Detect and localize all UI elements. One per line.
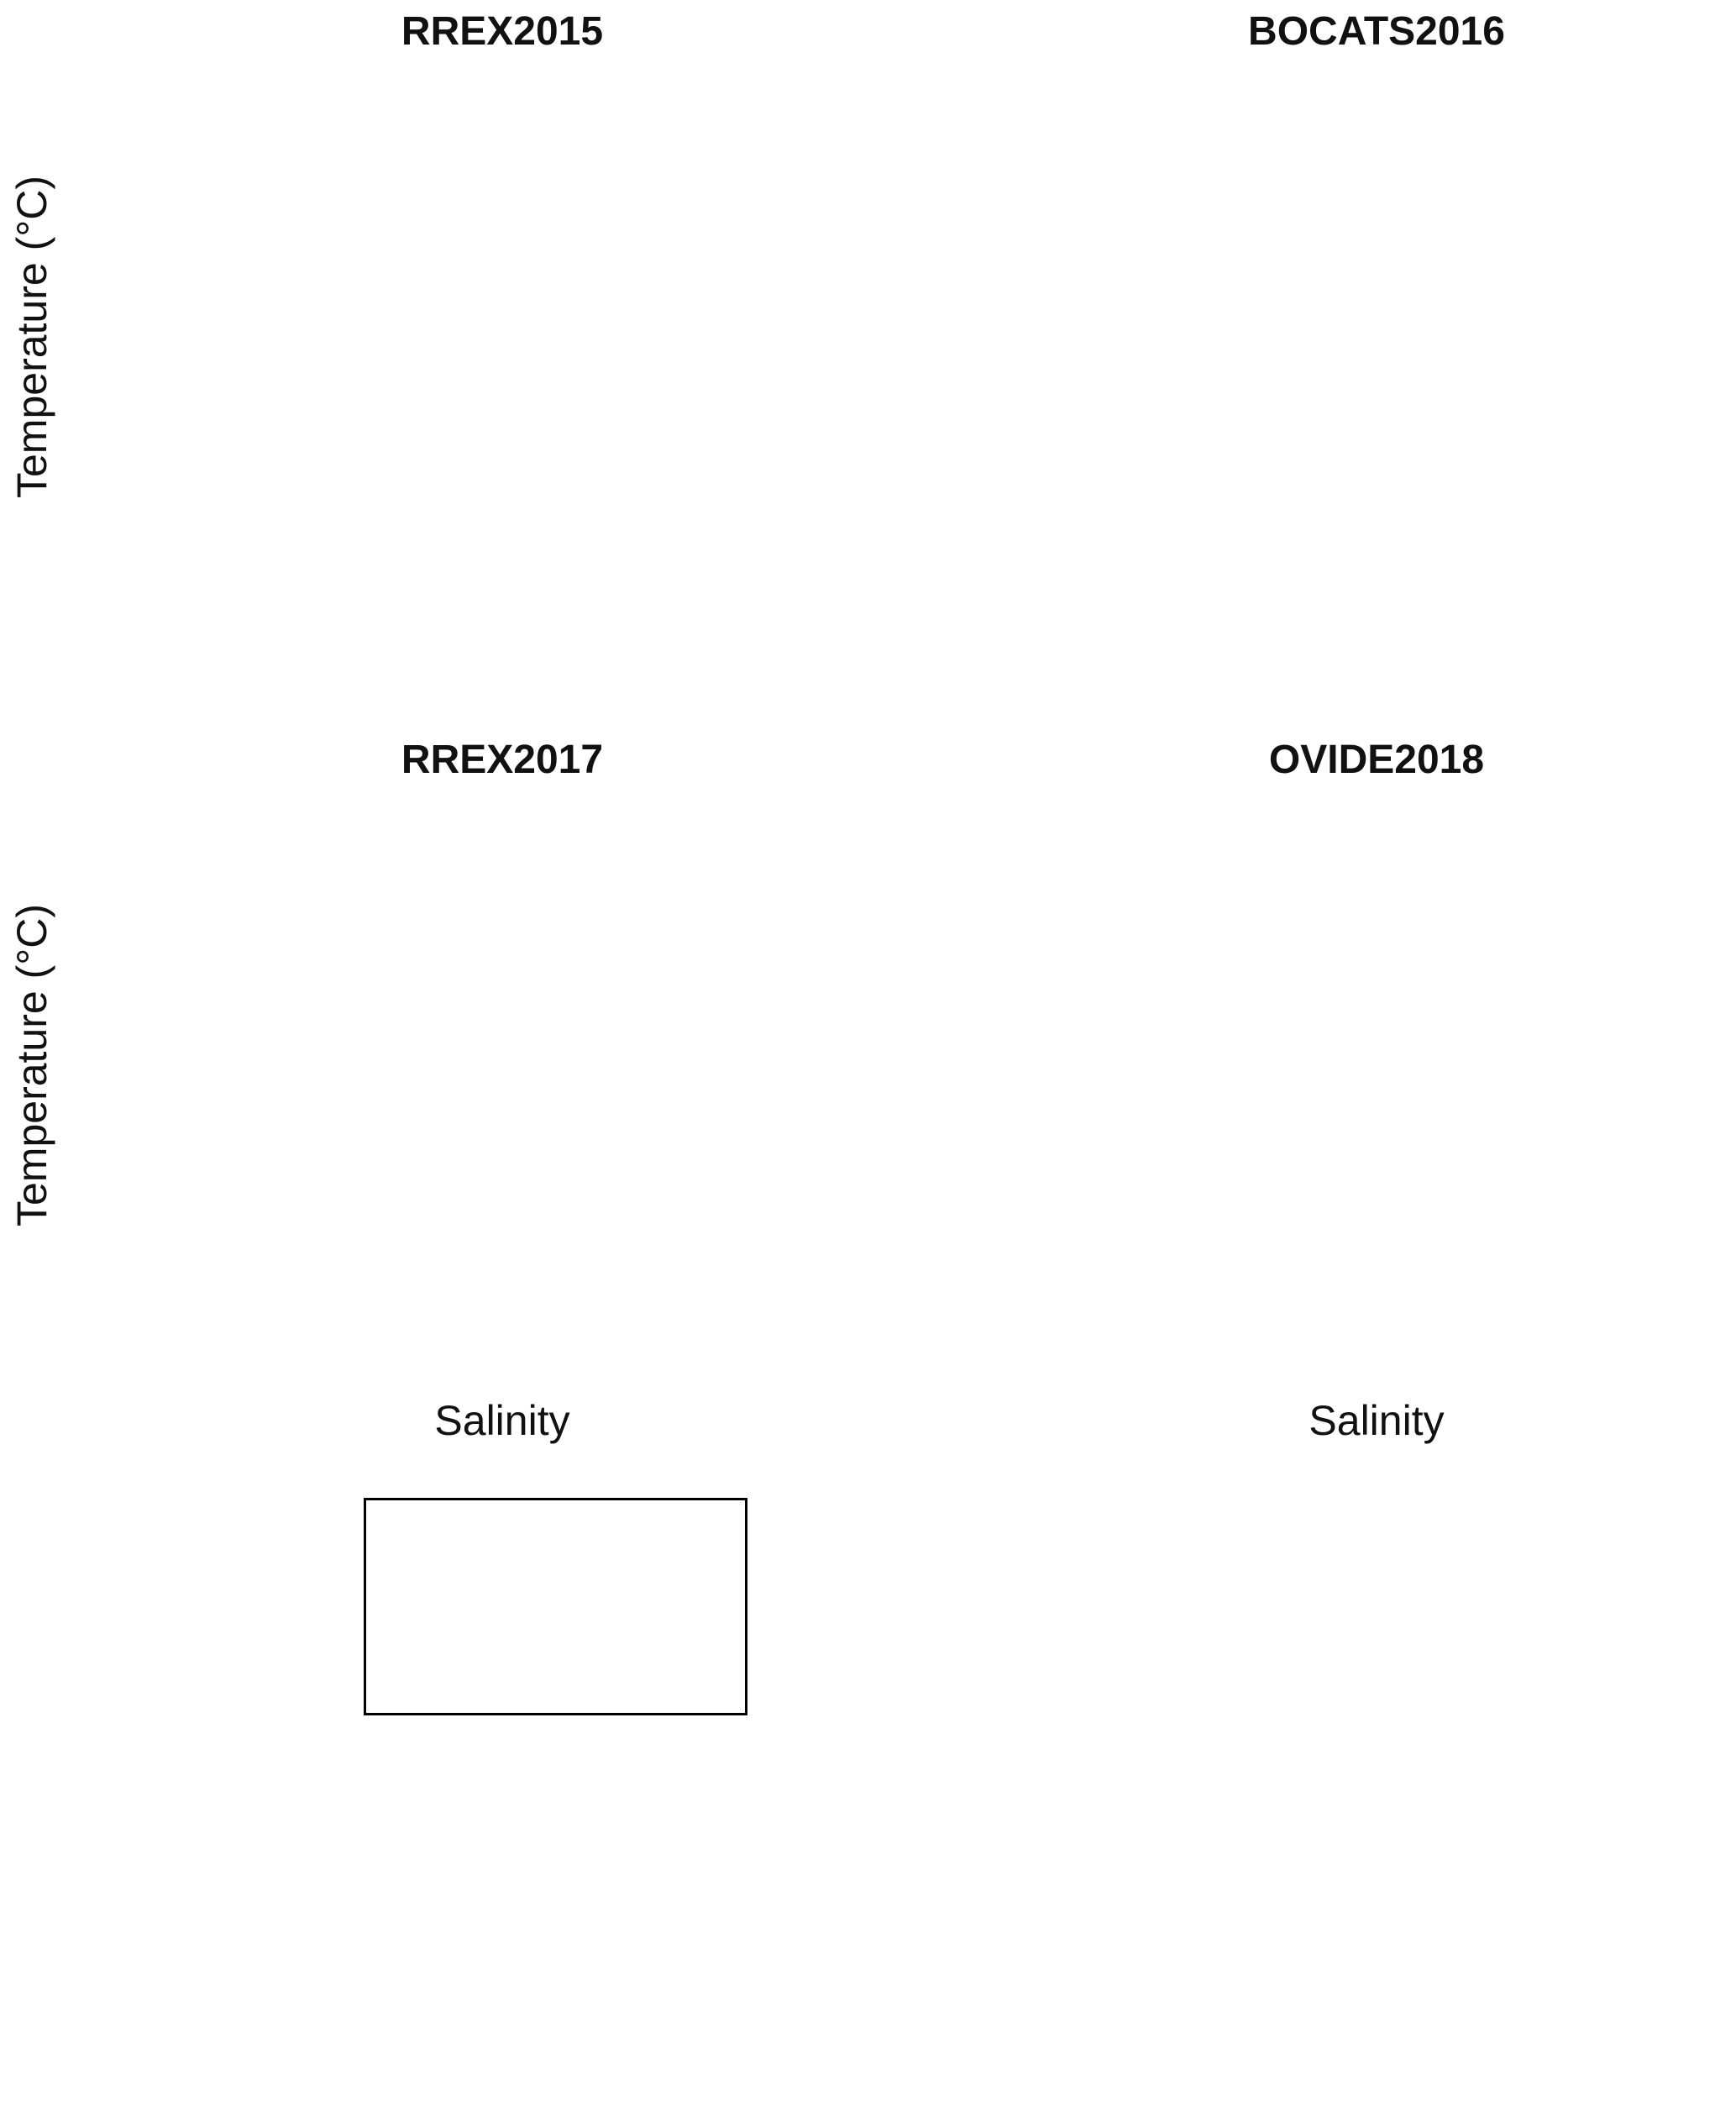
panel-title-rrex2017: RREX2017: [401, 738, 604, 782]
panel-title-bocats2016: BOCATS2016: [1248, 9, 1505, 54]
panel-title-rrex2015: RREX2015: [401, 9, 604, 54]
x-axis-label-right: Salinity: [1309, 1397, 1445, 1444]
map-legend: [364, 1498, 747, 1715]
x-axis-label-left: Salinity: [434, 1397, 570, 1444]
panel-title-ovide2018: OVIDE2018: [1268, 738, 1485, 782]
